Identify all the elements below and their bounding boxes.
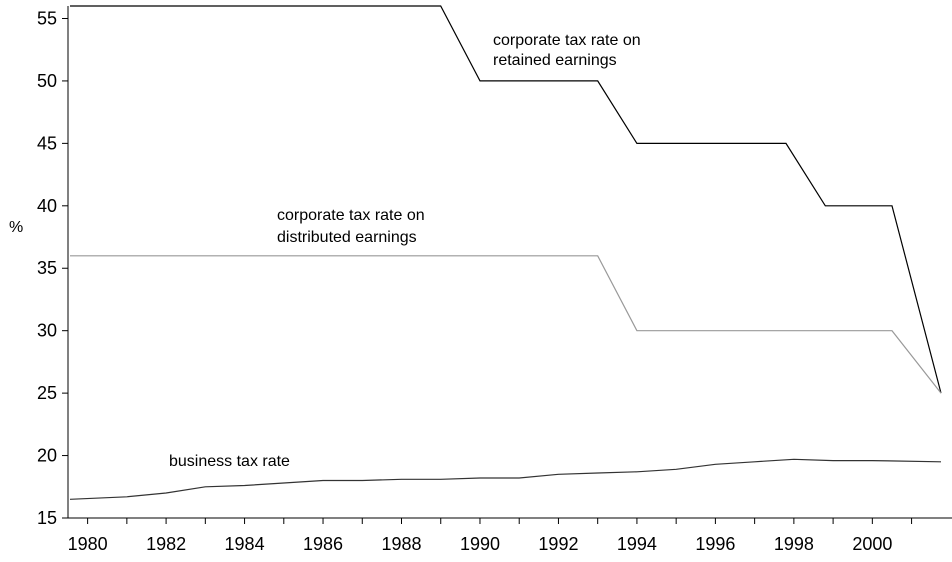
y-tick-label: 25 [37,383,57,403]
annotation-distributed-line-1: corporate tax rate on [277,207,425,224]
annotation-distributed-line-2: distributed earnings [277,229,417,246]
y-tick-label: 15 [37,508,57,528]
annotations: corporate tax rate on retained earnings … [169,32,641,470]
x-tick-label: 2000 [852,534,892,554]
x-tick-label: 1980 [68,534,108,554]
series-distributed-earnings [70,255,942,394]
y-tick-label: 55 [37,8,57,28]
x-tick-label: 1986 [303,534,343,554]
series-business-tax [69,458,942,500]
axes: 15 20 25 30 35 40 45 50 55 1980 1982 1984 1986 1988 19… [37,6,952,554]
annotation-retained-line-2: retained earnings [493,52,617,69]
y-tick-label: 45 [37,133,57,153]
x-tick-label: 1982 [146,534,186,554]
x-tick-label: 1990 [460,534,500,554]
y-axis-label: % [9,219,23,236]
x-tick-label: 1998 [774,534,814,554]
y-tick-label: 35 [37,258,57,278]
series-layer [69,5,942,500]
series-retained-earnings [70,5,942,394]
y-tick-label: 20 [37,446,57,466]
y-tick-label: 30 [37,321,57,341]
y-tick-label: 50 [37,71,57,91]
x-tick-label: 1984 [225,534,265,554]
x-tick-label: 1996 [695,534,735,554]
y-tick-label: 40 [37,196,57,216]
annotation-retained-line-1: corporate tax rate on [493,32,641,49]
x-tick-label: 1994 [617,534,657,554]
x-tick-label: 1988 [381,534,421,554]
x-tick-label: 1992 [538,534,578,554]
annotation-business: business tax rate [169,453,290,470]
